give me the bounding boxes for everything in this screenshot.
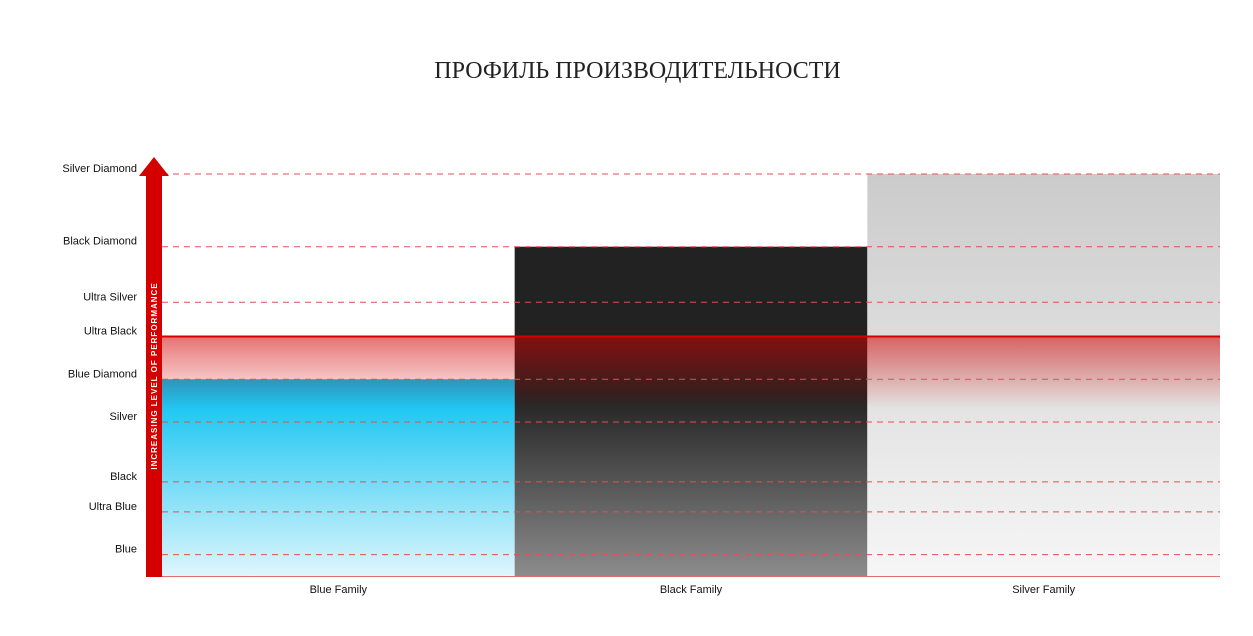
y-axis-arrow-shaft [146, 175, 162, 577]
tick-label-ultra-silver: Ultra Silver [83, 291, 137, 303]
tick-label-silver: Silver [109, 411, 137, 423]
tick-label-black: Black [110, 471, 137, 483]
tick-label-ultra-blue: Ultra Blue [89, 501, 137, 513]
tick-label-ultra-black: Ultra Black [84, 326, 138, 338]
bar-black-family [514, 246, 868, 576]
tick-label-black-diamond: Black Diamond [63, 236, 137, 248]
tick-label-blue: Blue [115, 544, 137, 556]
category-label-black-family: Black Family [660, 584, 723, 596]
category-label-blue-family: Blue Family [310, 584, 368, 596]
tick-label-blue-diamond: Blue Diamond [68, 368, 137, 380]
y-axis-title: INCREASING LEVEL OF PERFORMANCE [150, 282, 159, 469]
highlight-band [162, 336, 1220, 410]
tick-label-silver-diamond: Silver Diamond [62, 163, 137, 175]
category-label-silver-family: Silver Family [1012, 584, 1075, 596]
y-axis-arrowhead [139, 157, 169, 176]
page-title: ПРОФИЛЬ ПРОИЗВОДИТЕЛЬНОСТИ [434, 58, 841, 84]
bar-blue-family [162, 379, 515, 576]
